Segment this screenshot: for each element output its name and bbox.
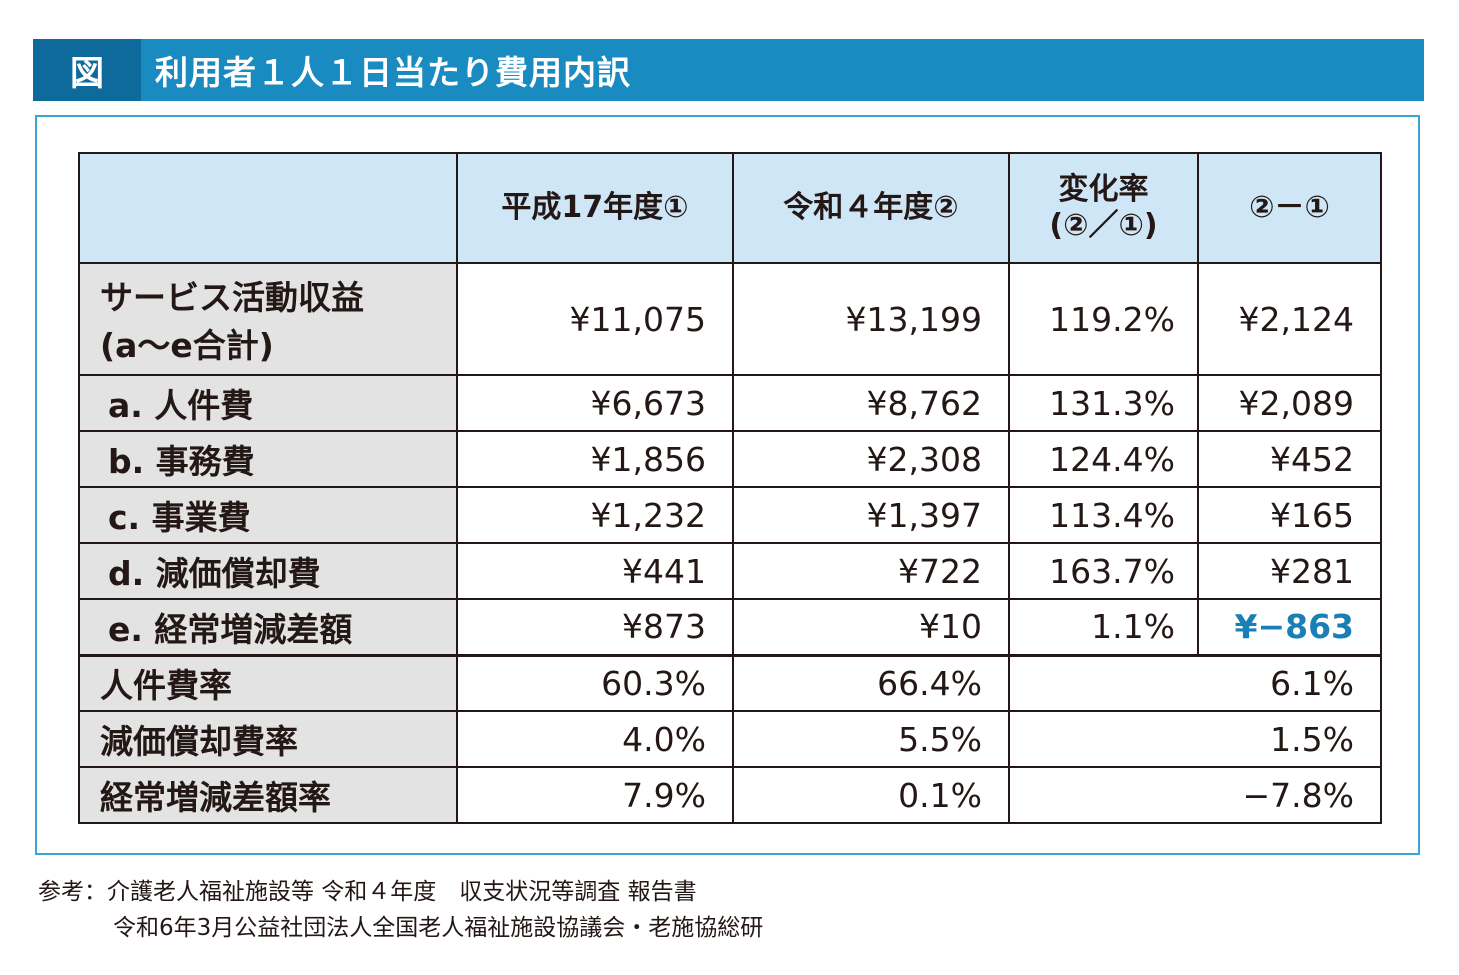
cell-r4: ¥1,397: [732, 486, 1010, 544]
header-r4: 令和４年度②: [732, 152, 1010, 264]
header-change-rate-line1: 変化率: [1058, 172, 1149, 207]
cell-h17: ¥6,673: [456, 374, 734, 432]
table-header-row: 平成17年度① 令和４年度② 変化率 (②／①) ②－①: [78, 152, 1382, 264]
cell-r4: 66.4%: [732, 653, 1010, 712]
header-h17: 平成17年度①: [456, 152, 734, 264]
cell-diff: ¥165: [1197, 486, 1382, 544]
table-row: b. 事務費 ¥1,856 ¥2,308 124.4% ¥452: [78, 430, 1382, 488]
footnote-line1: 参考：介護老人福祉施設等 令和４年度 収支状況等調査 報告書: [38, 879, 697, 905]
cell-diff: ¥2,089: [1197, 374, 1382, 432]
header-change-rate: 変化率 (②／①): [1008, 152, 1199, 264]
cell-r4: ¥722: [732, 542, 1010, 600]
row-label: a. 人件費: [78, 374, 458, 432]
cell-rate: 124.4%: [1008, 430, 1199, 488]
row-label: e. 経常増減差額: [78, 598, 458, 656]
cell-h17: 4.0%: [456, 710, 734, 768]
cell-h17: 7.9%: [456, 766, 734, 824]
table-row: サービス活動収益 (a〜e合計) ¥11,075 ¥13,199 119.2% …: [78, 262, 1382, 376]
cell-diff: ¥452: [1197, 430, 1382, 488]
header-difference: ②－①: [1197, 152, 1382, 264]
cell-diff-merged: 6.1%: [1008, 653, 1382, 712]
table-row: e. 経常増減差額 ¥873 ¥10 1.1% ¥−863: [78, 598, 1382, 656]
table-row: 経常増減差額率 7.9% 0.1% −7.8%: [78, 766, 1382, 824]
cell-h17: ¥11,075: [456, 262, 734, 376]
cell-r4: ¥10: [732, 598, 1010, 656]
header-change-rate-line2: (②／①): [1049, 208, 1158, 243]
cell-rate: 163.7%: [1008, 542, 1199, 600]
figure-title-bar: 図 利用者１人１日当たり費用内訳: [33, 39, 1424, 101]
cell-h17: ¥441: [456, 542, 734, 600]
row-label: d. 減価償却費: [78, 542, 458, 600]
cell-r4: ¥8,762: [732, 374, 1010, 432]
figure-tag: 図: [33, 39, 141, 101]
cell-diff: ¥2,124: [1197, 262, 1382, 376]
cell-diff-merged: 1.5%: [1008, 710, 1382, 768]
row-label-line1: サービス活動収益: [100, 278, 364, 317]
row-label-ratio: 人件費率: [78, 653, 458, 712]
source-footnote: 参考：介護老人福祉施設等 令和４年度 収支状況等調査 報告書 令和6年3月公益社…: [38, 874, 763, 946]
table-row: c. 事業費 ¥1,232 ¥1,397 113.4% ¥165: [78, 486, 1382, 544]
row-label-ratio: 減価償却費率: [78, 710, 458, 768]
cell-h17: ¥1,856: [456, 430, 734, 488]
row-label-line2: (a〜e合計): [100, 326, 274, 365]
table-frame: [35, 115, 1420, 855]
cell-r4: 5.5%: [732, 710, 1010, 768]
table-row: 減価償却費率 4.0% 5.5% 1.5%: [78, 710, 1382, 768]
cell-diff: ¥281: [1197, 542, 1382, 600]
cell-diff-negative: ¥−863: [1197, 598, 1382, 656]
cell-r4: ¥13,199: [732, 262, 1010, 376]
cell-r4: ¥2,308: [732, 430, 1010, 488]
footnote-line2: 令和6年3月公益社団法人全国老人福祉施設協議会・老施協総研: [113, 915, 764, 941]
table-row: 人件費率 60.3% 66.4% 6.1%: [78, 653, 1382, 712]
cost-breakdown-table: 平成17年度① 令和４年度② 変化率 (②／①) ②－① サービス活動収益 (a…: [78, 152, 1382, 824]
cell-h17: ¥1,232: [456, 486, 734, 544]
figure-title: 利用者１人１日当たり費用内訳: [155, 53, 631, 92]
cell-rate: 113.4%: [1008, 486, 1199, 544]
row-label: c. 事業費: [78, 486, 458, 544]
row-label-ratio: 経常増減差額率: [78, 766, 458, 824]
table-row: d. 減価償却費 ¥441 ¥722 163.7% ¥281: [78, 542, 1382, 600]
header-blank-cell: [78, 152, 458, 264]
cell-rate: 1.1%: [1008, 598, 1199, 656]
row-label: b. 事務費: [78, 430, 458, 488]
cell-r4: 0.1%: [732, 766, 1010, 824]
table-row: a. 人件費 ¥6,673 ¥8,762 131.3% ¥2,089: [78, 374, 1382, 432]
cell-diff-merged: −7.8%: [1008, 766, 1382, 824]
cell-rate: 131.3%: [1008, 374, 1199, 432]
cell-h17: 60.3%: [456, 653, 734, 712]
cell-h17: ¥873: [456, 598, 734, 656]
row-label-service-revenue: サービス活動収益 (a〜e合計): [78, 262, 458, 376]
cell-rate: 119.2%: [1008, 262, 1199, 376]
